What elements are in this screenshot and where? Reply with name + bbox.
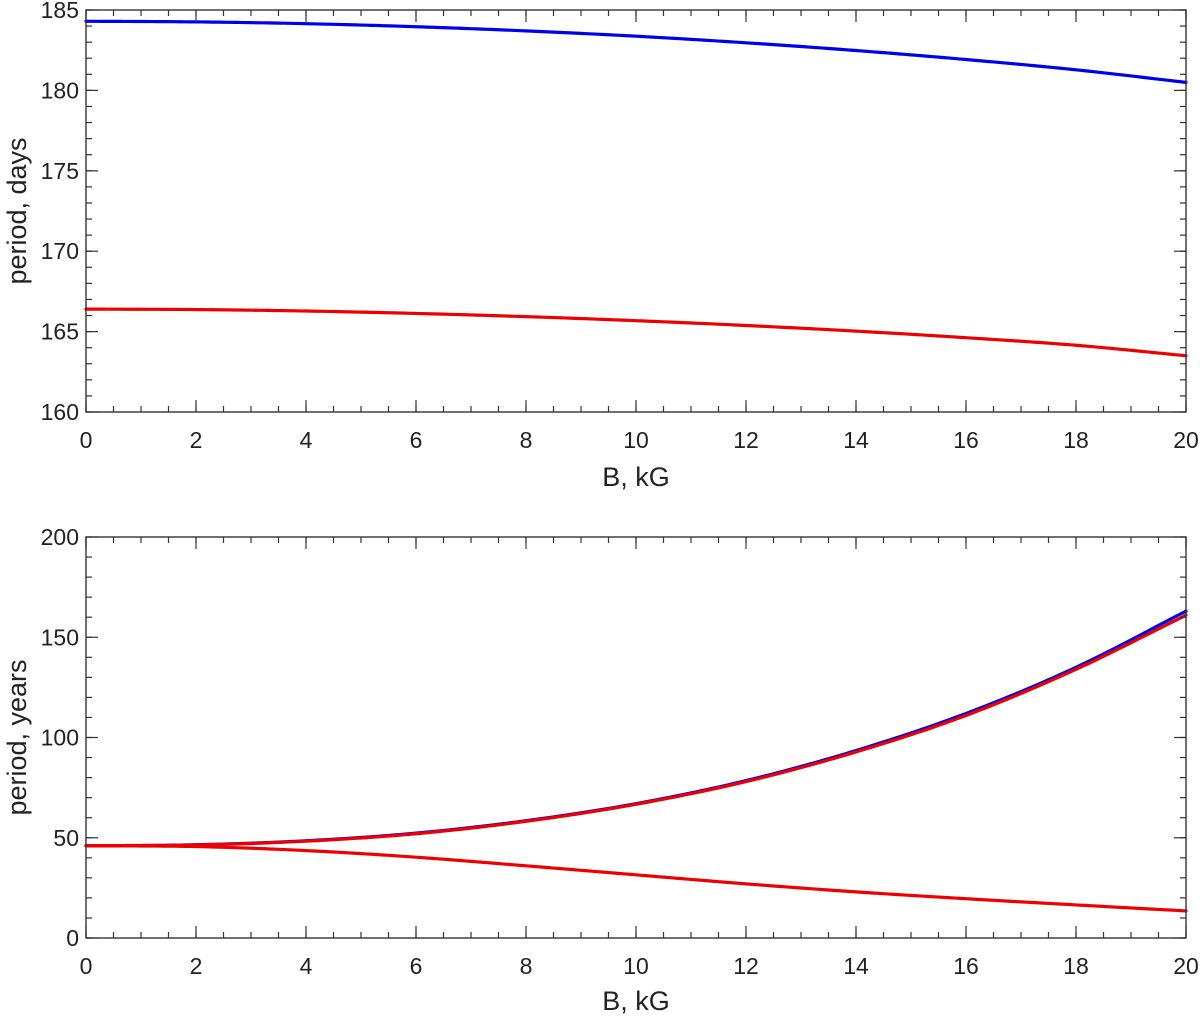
x-tick-label: 10: [623, 427, 649, 453]
plot-frame: [85, 9, 1187, 413]
y-tick-label: 185: [41, 0, 79, 23]
x-tick-label: 18: [1063, 953, 1089, 979]
x-tick-label: 4: [300, 427, 313, 453]
x-tick-label: 2: [190, 427, 203, 453]
x-tick-label: 20: [1173, 953, 1199, 979]
x-tick-label: 6: [410, 427, 423, 453]
x-tick-label: 6: [410, 953, 423, 979]
x-tick-label: 8: [520, 427, 533, 453]
x-axis-title: B, kG: [602, 462, 670, 492]
x-tick-label: 14: [843, 427, 869, 453]
x-tick-label: 12: [733, 953, 759, 979]
x-tick-label: 12: [733, 427, 759, 453]
x-tick-label: 20: [1173, 427, 1199, 453]
series-line-0: [84, 609, 1188, 848]
series-line-2: [84, 844, 1188, 913]
y-axis-title: period, years: [2, 659, 32, 815]
x-tick-label: 16: [953, 427, 979, 453]
top-panel-days: 0 2 4 6 8 10 12 14 16 18 20 160 165 170 175 180 185 B, kG…: [2, 0, 1199, 492]
y-tick-label: 0: [66, 925, 79, 951]
y-tick-label: 100: [41, 725, 79, 751]
y-tick-label: 160: [41, 399, 79, 425]
x-tick-label: 16: [953, 953, 979, 979]
series-line-1: [84, 613, 1188, 848]
x-tick-label: 10: [623, 953, 649, 979]
x-tick-label: 14: [843, 953, 869, 979]
y-tick-label: 170: [41, 238, 79, 264]
x-tick-label: 0: [80, 427, 93, 453]
y-tick-label: 150: [41, 624, 79, 650]
y-tick-label: 165: [41, 319, 79, 345]
x-tick-label: 2: [190, 953, 203, 979]
x-tick-label: 4: [300, 953, 313, 979]
x-axis-title: B, kG: [602, 986, 670, 1016]
y-axis-title: period, days: [2, 137, 32, 284]
x-tick-label: 0: [80, 953, 93, 979]
y-tick-label: 175: [41, 158, 79, 184]
series-line-1: [84, 307, 1188, 358]
y-tick-label: 200: [41, 524, 79, 550]
x-tick-label: 8: [520, 953, 533, 979]
y-tick-label: 180: [41, 77, 79, 103]
series-line-0: [84, 19, 1188, 84]
plot-frame: [85, 536, 1187, 939]
x-tick-label: 18: [1063, 427, 1089, 453]
y-tick-label: 50: [53, 825, 79, 851]
